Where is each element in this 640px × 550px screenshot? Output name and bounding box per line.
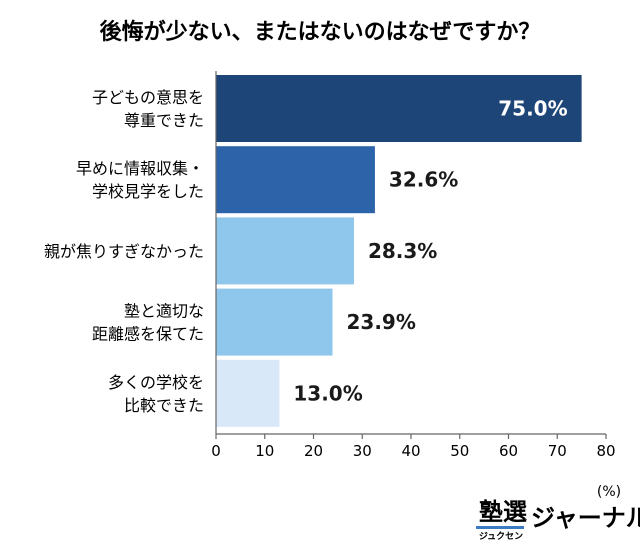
- logo-kana: ジュクセン: [479, 531, 523, 542]
- logo-underline: [476, 526, 524, 529]
- x-tick-label-6: 60: [499, 442, 518, 460]
- category-label-1-1: 学校見学をした: [92, 182, 204, 201]
- x-tick-label-1: 10: [255, 442, 274, 460]
- bars-group: [216, 75, 582, 427]
- bar-2: [216, 217, 354, 285]
- x-tick-label-5: 50: [450, 442, 469, 460]
- x-tick-label-7: 70: [548, 442, 567, 460]
- x-axis: 0 10 20 30 40 50 60 70 80: [211, 71, 616, 460]
- category-label-0-0: 子どもの意思を: [92, 88, 204, 107]
- x-tick-label-4: 40: [401, 442, 420, 460]
- x-axis-unit: (%): [597, 484, 621, 500]
- value-label-4: 13.0%: [293, 381, 362, 405]
- logo-kanji: 塾選: [479, 498, 527, 526]
- category-label-2-0: 親が焦りすぎなかった: [44, 242, 204, 261]
- category-label-3-1: 距離感を保てた: [92, 325, 204, 344]
- category-label-1-0: 早めに情報収集・: [76, 159, 204, 178]
- value-labels: 75.0% 32.6% 28.3% 23.9% 13.0%: [293, 97, 567, 406]
- brand-logo: 塾選 ジュクセン ジャーナル: [476, 498, 640, 542]
- category-labels: 子どもの意思を尊重できた早めに情報収集・学校見学をした親が焦りすぎなかった塾と適…: [44, 88, 204, 415]
- category-label-4-1: 比較できた: [124, 396, 204, 415]
- x-tick-label-2: 20: [304, 442, 323, 460]
- bar-1: [216, 146, 375, 214]
- x-tick-label-0: 0: [211, 442, 221, 460]
- bar-0: [216, 75, 582, 142]
- category-label-3-0: 塾と適切な: [124, 302, 204, 321]
- chart-title: 後悔が少ない、またはないのはなぜですか？: [100, 19, 541, 45]
- value-label-2: 28.3%: [368, 239, 437, 263]
- logo-text: ジャーナル: [531, 504, 640, 532]
- value-label-0: 75.0%: [498, 97, 567, 121]
- category-label-0-1: 尊重できた: [124, 111, 204, 130]
- value-label-3: 23.9%: [347, 310, 416, 334]
- bar-4: [216, 359, 280, 427]
- bar-3: [216, 288, 333, 356]
- value-label-1: 32.6%: [389, 168, 458, 192]
- x-tick-label-3: 30: [353, 442, 372, 460]
- x-tick-label-8: 80: [596, 442, 615, 460]
- category-label-4-0: 多くの学校を: [108, 373, 204, 392]
